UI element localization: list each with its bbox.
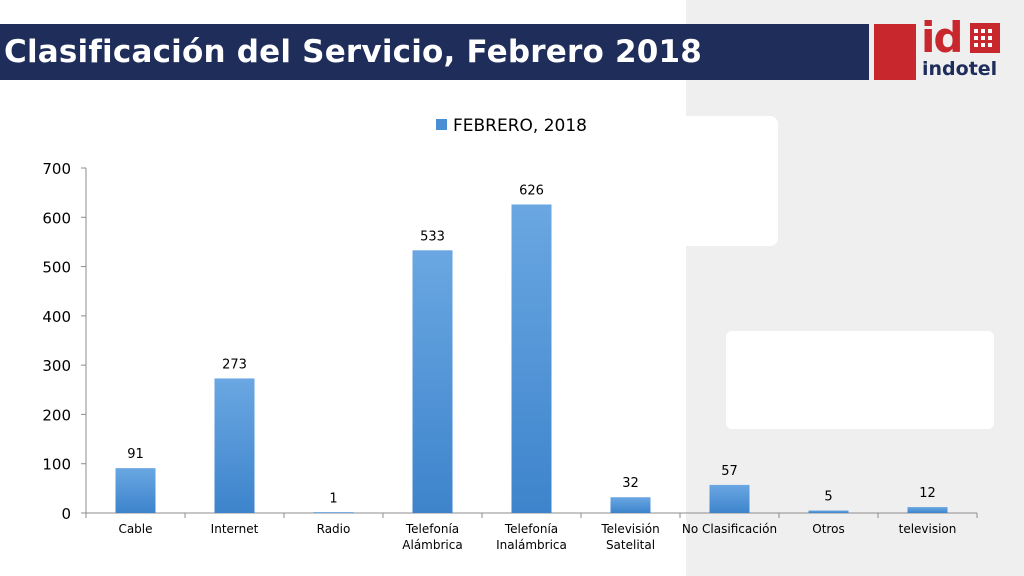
bar <box>313 512 354 513</box>
bar <box>115 468 156 513</box>
data-label: 1 <box>329 492 337 507</box>
bar <box>907 507 948 513</box>
chart-legend: FEBRERO, 2018 <box>436 116 587 136</box>
bar <box>610 497 651 513</box>
bar <box>214 378 255 513</box>
x-tick-label: television <box>899 522 957 536</box>
y-tick-label: 0 <box>61 505 71 523</box>
data-label: 12 <box>919 486 936 501</box>
bar <box>709 484 750 513</box>
bar <box>511 204 552 513</box>
y-tick-label: 700 <box>42 160 71 178</box>
page-title: Clasificación del Servicio, Febrero 2018 <box>4 34 703 70</box>
plot-area: 0 100 200 300 400 500 600 700 91 Cable 273 Internet… <box>42 160 978 552</box>
x-tick-label: Internet <box>211 522 259 536</box>
x-tick-label: Telefonía <box>405 522 459 536</box>
x-tick-label: Inalámbrica <box>496 538 567 552</box>
data-label: 32 <box>622 476 639 491</box>
y-tick-label: 400 <box>42 308 71 326</box>
background-notch <box>686 116 778 246</box>
bar <box>412 250 453 514</box>
bar <box>808 510 849 513</box>
logo-grid-icon <box>970 23 1000 53</box>
y-tick-label: 500 <box>42 259 71 277</box>
legend-label: FEBRERO, 2018 <box>453 116 587 136</box>
y-tick-label: 100 <box>42 456 71 474</box>
x-tick-label: Cable <box>118 522 152 536</box>
y-tick-label: 200 <box>42 406 71 424</box>
data-label: 5 <box>824 490 832 505</box>
data-label: 273 <box>222 357 247 372</box>
x-tick-label: No Clasificación <box>682 522 777 536</box>
logo-name-text: indotel <box>922 58 998 80</box>
legend-swatch <box>436 119 447 130</box>
background-box <box>726 331 994 429</box>
data-label: 626 <box>519 183 544 198</box>
x-tick-label: Satelital <box>606 538 655 552</box>
x-tick-label: Telefonía <box>504 522 558 536</box>
y-tick-label: 300 <box>42 357 71 375</box>
y-tick-label: 600 <box>42 209 71 227</box>
background-panel <box>686 0 1024 576</box>
x-tick-label: Alámbrica <box>402 538 462 552</box>
data-label: 533 <box>420 229 445 244</box>
x-tick-label: Radio <box>317 522 351 536</box>
data-label: 91 <box>127 447 144 462</box>
x-tick-label: Televisión <box>600 522 659 536</box>
logo-id-text: id <box>921 13 963 62</box>
x-tick-label: Otros <box>812 522 844 536</box>
logo-red-block <box>874 24 916 80</box>
data-label: 57 <box>721 464 738 479</box>
title-bar: Clasificación del Servicio, Febrero 2018 <box>0 24 869 80</box>
